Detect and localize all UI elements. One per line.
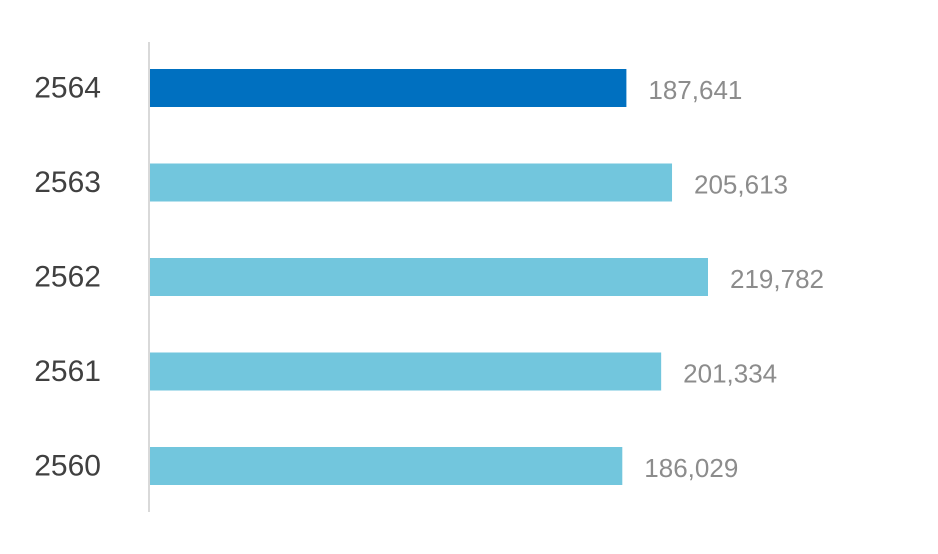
category-labels-group: 2564 2563 2562 2561 2560 xyxy=(34,72,101,483)
category-label-2562: 2562 xyxy=(34,261,101,294)
value-label-2563: 205,613 xyxy=(694,170,788,200)
bar-2564 xyxy=(150,69,627,107)
bar-2563 xyxy=(150,163,673,202)
bar-2560 xyxy=(150,447,623,485)
bar-2562 xyxy=(150,258,708,296)
value-labels-group: 187,641 205,613 219,782 201,334 186,029 xyxy=(644,75,824,483)
category-label-2564: 2564 xyxy=(34,72,101,105)
value-label-2564: 187,641 xyxy=(648,75,742,105)
bar-2561 xyxy=(150,352,662,391)
category-label-2561: 2561 xyxy=(34,355,101,388)
category-label-2563: 2563 xyxy=(34,166,101,199)
value-label-2560: 186,029 xyxy=(644,453,738,483)
value-label-2561: 201,334 xyxy=(683,359,777,389)
category-label-2560: 2560 xyxy=(34,450,101,483)
bars-group xyxy=(150,69,708,485)
value-label-2562: 219,782 xyxy=(730,264,824,294)
